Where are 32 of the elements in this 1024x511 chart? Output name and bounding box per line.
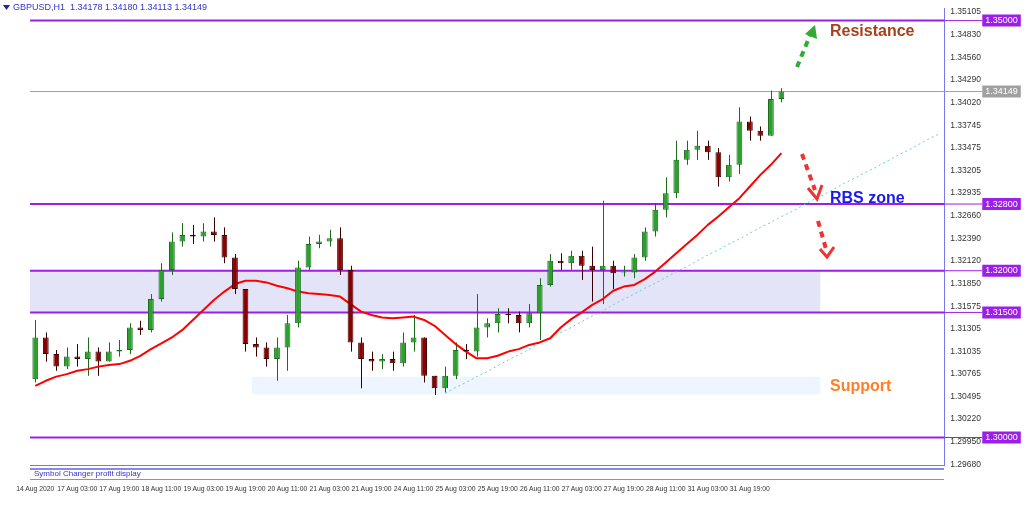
y-tick-label: 1.34560 bbox=[950, 51, 982, 62]
y-tick-label: 1.34020 bbox=[950, 96, 982, 107]
annotation: Support bbox=[829, 376, 892, 395]
y-tick-label: 1.34830 bbox=[950, 29, 982, 40]
y-tick-label: 1.35105 bbox=[950, 6, 982, 17]
y-tick-label: 1.29680 bbox=[950, 458, 982, 469]
ref-line-label: 1.32800 bbox=[985, 198, 1018, 209]
y-tick-label: 1.31035 bbox=[950, 345, 982, 356]
y-tick-label: 1.31305 bbox=[950, 323, 982, 334]
y-tick-label: 1.30495 bbox=[950, 390, 982, 401]
annotation: Resistance bbox=[829, 21, 915, 40]
y-tick-label: 1.33475 bbox=[950, 142, 982, 153]
ref-line-label: 1.34149 bbox=[985, 86, 1018, 97]
annotation: RBS zone bbox=[829, 188, 905, 207]
y-tick-label: 1.30220 bbox=[950, 413, 982, 424]
text: Symbol Changer profit display bbox=[34, 468, 141, 478]
y-tick-label: 1.32660 bbox=[950, 210, 982, 221]
ref-line-label: 1.35000 bbox=[985, 15, 1018, 26]
y-tick-label: 1.31575 bbox=[950, 300, 982, 311]
ref-line-label: 1.32000 bbox=[985, 265, 1018, 276]
y-tick-label: 1.34290 bbox=[950, 74, 982, 85]
chart-title: GBPUSD,H1 1.34178 1.34180 1.34113 1.34149 bbox=[13, 2, 207, 12]
ref-line-label: 1.30000 bbox=[985, 431, 1018, 442]
y-tick-label: 1.32935 bbox=[950, 187, 982, 198]
y-tick-label: 1.33205 bbox=[950, 164, 982, 175]
y-tick-label: 1.29950 bbox=[950, 436, 982, 446]
ref-line-label: 1.31500 bbox=[985, 306, 1018, 317]
y-tick-label: 1.32120 bbox=[950, 255, 982, 266]
y-tick-label: 1.32390 bbox=[950, 232, 982, 243]
y-tick-label: 1.33745 bbox=[950, 119, 982, 130]
y-tick-label: 1.31850 bbox=[950, 277, 982, 288]
y-tick-label: 1.30765 bbox=[950, 368, 982, 379]
